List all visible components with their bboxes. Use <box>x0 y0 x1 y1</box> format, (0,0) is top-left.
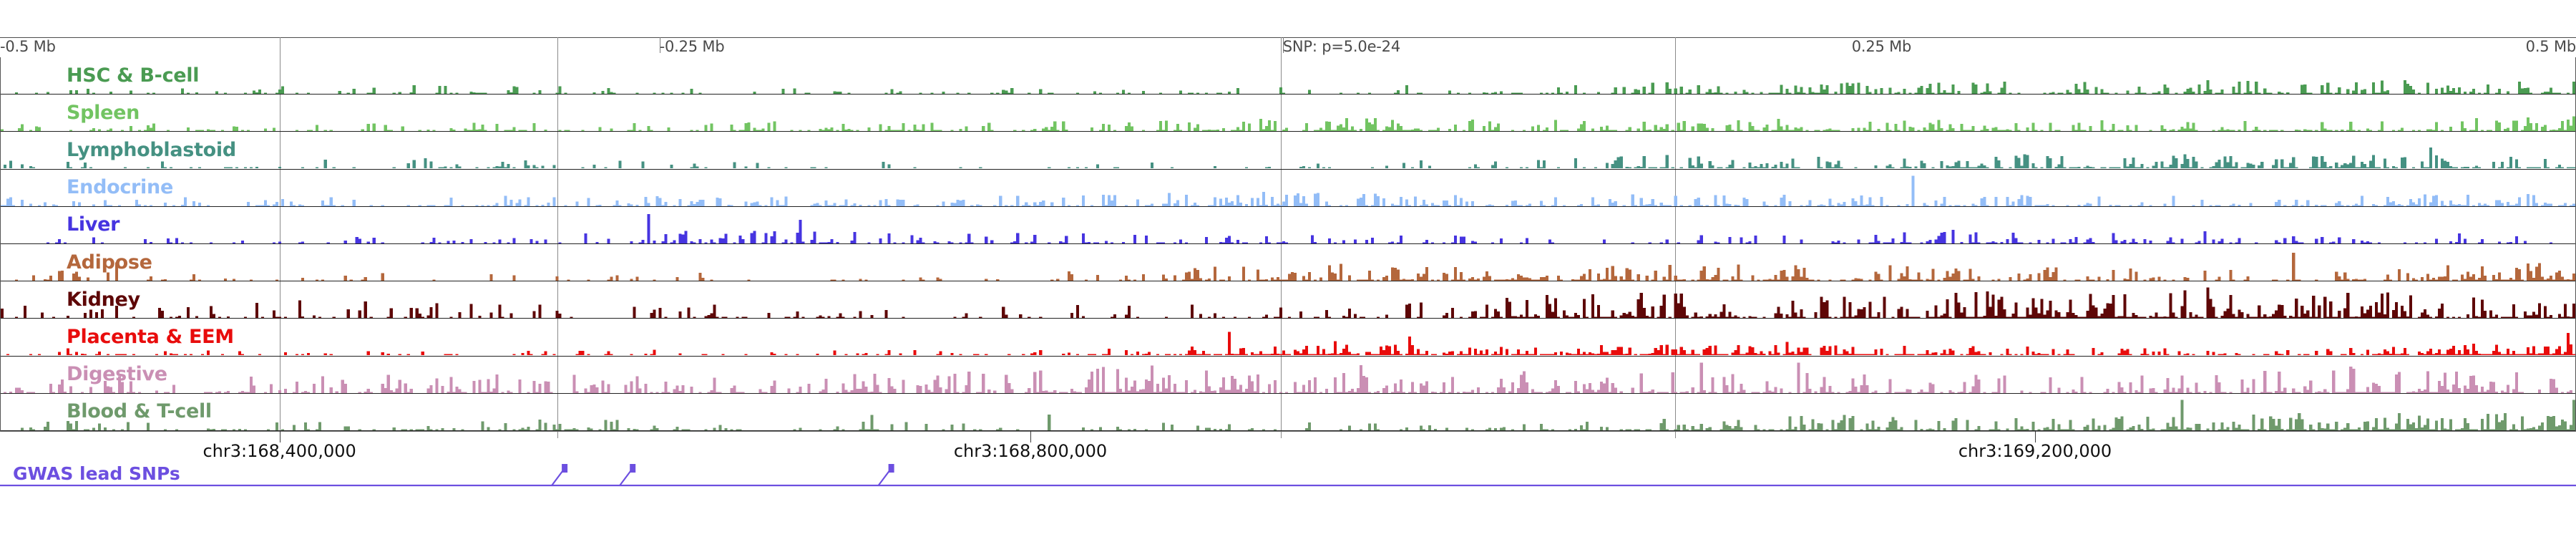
ruler-tick-label-3: 0.25 Mb <box>1851 38 1912 55</box>
coordinate-label-2: chr3:169,200,000 <box>1958 441 2112 461</box>
signal-track-stack: HSC & B-cell Spleen Lymphoblastoid Endocrin… <box>0 57 2576 431</box>
track-label-kidney: Kidney <box>67 288 140 311</box>
signal-track[interactable]: Kidney <box>1 281 2575 319</box>
offset-ruler: -0.5 Mb -0.25 Mb SNP: p=5.0e-24 0.25 Mb 0.5 … <box>0 37 2576 57</box>
track-label-placenta-eem: Placenta & EEM <box>67 325 234 348</box>
signal-track[interactable]: Liver <box>1 207 2575 244</box>
gwas-lead-snps-track[interactable]: GWAS lead SNPs <box>0 464 2576 514</box>
signal-track[interactable]: HSC & B-cell <box>1 57 2575 95</box>
track-signal-profile <box>3 362 2573 393</box>
track-label-liver: Liver <box>67 213 120 236</box>
ruler-tick-label-0: -0.5 Mb <box>0 38 56 55</box>
signal-track[interactable]: Endocrine <box>1 170 2575 207</box>
axis-line <box>0 431 2576 432</box>
ruler-tick-label-4: 0.5 Mb <box>2525 38 2576 55</box>
track-label-lymphoblastoid: Lymphoblastoid <box>67 138 236 161</box>
signal-track[interactable]: Lymphoblastoid <box>1 132 2575 170</box>
track-label-endocrine: Endocrine <box>67 176 173 199</box>
track-signal-profile <box>14 252 2575 281</box>
genomic-coordinate-axis: chr3:168,400,000 chr3:168,800,000 chr3:169… <box>0 431 2576 474</box>
track-signal-profile <box>1 116 2575 132</box>
track-label-digestive: Digestive <box>67 362 167 385</box>
track-label-blood-t-cell: Blood & T-cell <box>67 400 212 423</box>
track-signal-profile <box>14 79 2575 95</box>
track-signal-profile <box>46 213 2553 243</box>
track-signal-profile <box>1 175 2575 206</box>
ruler-top-line <box>0 37 2576 38</box>
ruler-tick-label-1: -0.25 Mb <box>659 38 725 55</box>
gwas-snp-mark[interactable] <box>630 464 636 473</box>
signal-track[interactable]: Blood & T-cell <box>1 394 2575 431</box>
signal-track[interactable]: Adipose <box>1 244 2575 282</box>
track-label-hsc-b-cell: HSC & B-cell <box>67 64 200 87</box>
track-label-adipose: Adipose <box>67 251 152 274</box>
coordinate-label-1: chr3:168,800,000 <box>953 441 1108 461</box>
top-spacer <box>0 0 2576 37</box>
track-signal-profile <box>6 332 2575 356</box>
track-label-spleen: Spleen <box>67 101 140 124</box>
coordinate-tick-2 <box>2035 431 2036 442</box>
coordinate-label-0: chr3:168,400,000 <box>203 441 356 461</box>
track-signal-profile <box>20 400 2575 430</box>
gwas-snp-marks[interactable] <box>0 464 2576 514</box>
signal-track[interactable]: Spleen <box>1 95 2575 132</box>
track-signal-profile <box>1 287 2575 319</box>
gwas-snp-mark[interactable] <box>888 464 894 473</box>
coordinate-tick-1 <box>1030 431 1032 442</box>
gwas-track-label: GWAS lead SNPs <box>13 463 180 484</box>
signal-track[interactable]: Digestive <box>1 357 2575 394</box>
ruler-tick-label-2: SNP: p=5.0e-24 <box>1282 38 1400 55</box>
track-signal-profile <box>3 147 2575 169</box>
signal-track[interactable]: Placenta & EEM <box>1 319 2575 357</box>
gwas-snp-mark[interactable] <box>562 464 568 473</box>
